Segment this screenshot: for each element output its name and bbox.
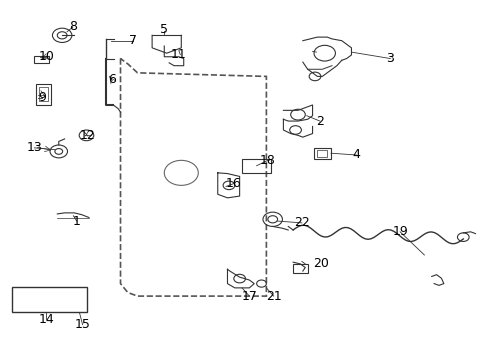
- Text: 13: 13: [26, 141, 42, 154]
- Text: 20: 20: [313, 257, 328, 270]
- Text: 14: 14: [38, 313, 54, 326]
- Bar: [36, 84, 51, 105]
- Text: 9: 9: [38, 91, 45, 104]
- Text: 11: 11: [171, 49, 186, 62]
- Text: 5: 5: [160, 23, 168, 36]
- Text: 19: 19: [391, 225, 407, 238]
- Text: 22: 22: [293, 216, 309, 229]
- Text: 17: 17: [241, 289, 257, 303]
- Bar: [313, 148, 330, 158]
- Text: 12: 12: [80, 129, 96, 142]
- Text: 21: 21: [265, 289, 281, 303]
- Text: 1: 1: [73, 215, 81, 228]
- Bar: [34, 56, 49, 63]
- Text: 7: 7: [128, 34, 136, 47]
- Text: 6: 6: [108, 73, 116, 86]
- Bar: [292, 264, 307, 273]
- Bar: [317, 150, 326, 157]
- Text: 3: 3: [386, 52, 393, 65]
- Bar: [12, 287, 87, 312]
- Text: 10: 10: [38, 50, 54, 63]
- Bar: [242, 158, 271, 173]
- Text: 16: 16: [225, 177, 241, 190]
- Text: 2: 2: [315, 114, 323, 127]
- Text: 8: 8: [69, 20, 77, 33]
- Text: 15: 15: [75, 318, 90, 331]
- Text: 4: 4: [352, 148, 360, 162]
- Text: 18: 18: [259, 154, 275, 167]
- Bar: [39, 87, 48, 102]
